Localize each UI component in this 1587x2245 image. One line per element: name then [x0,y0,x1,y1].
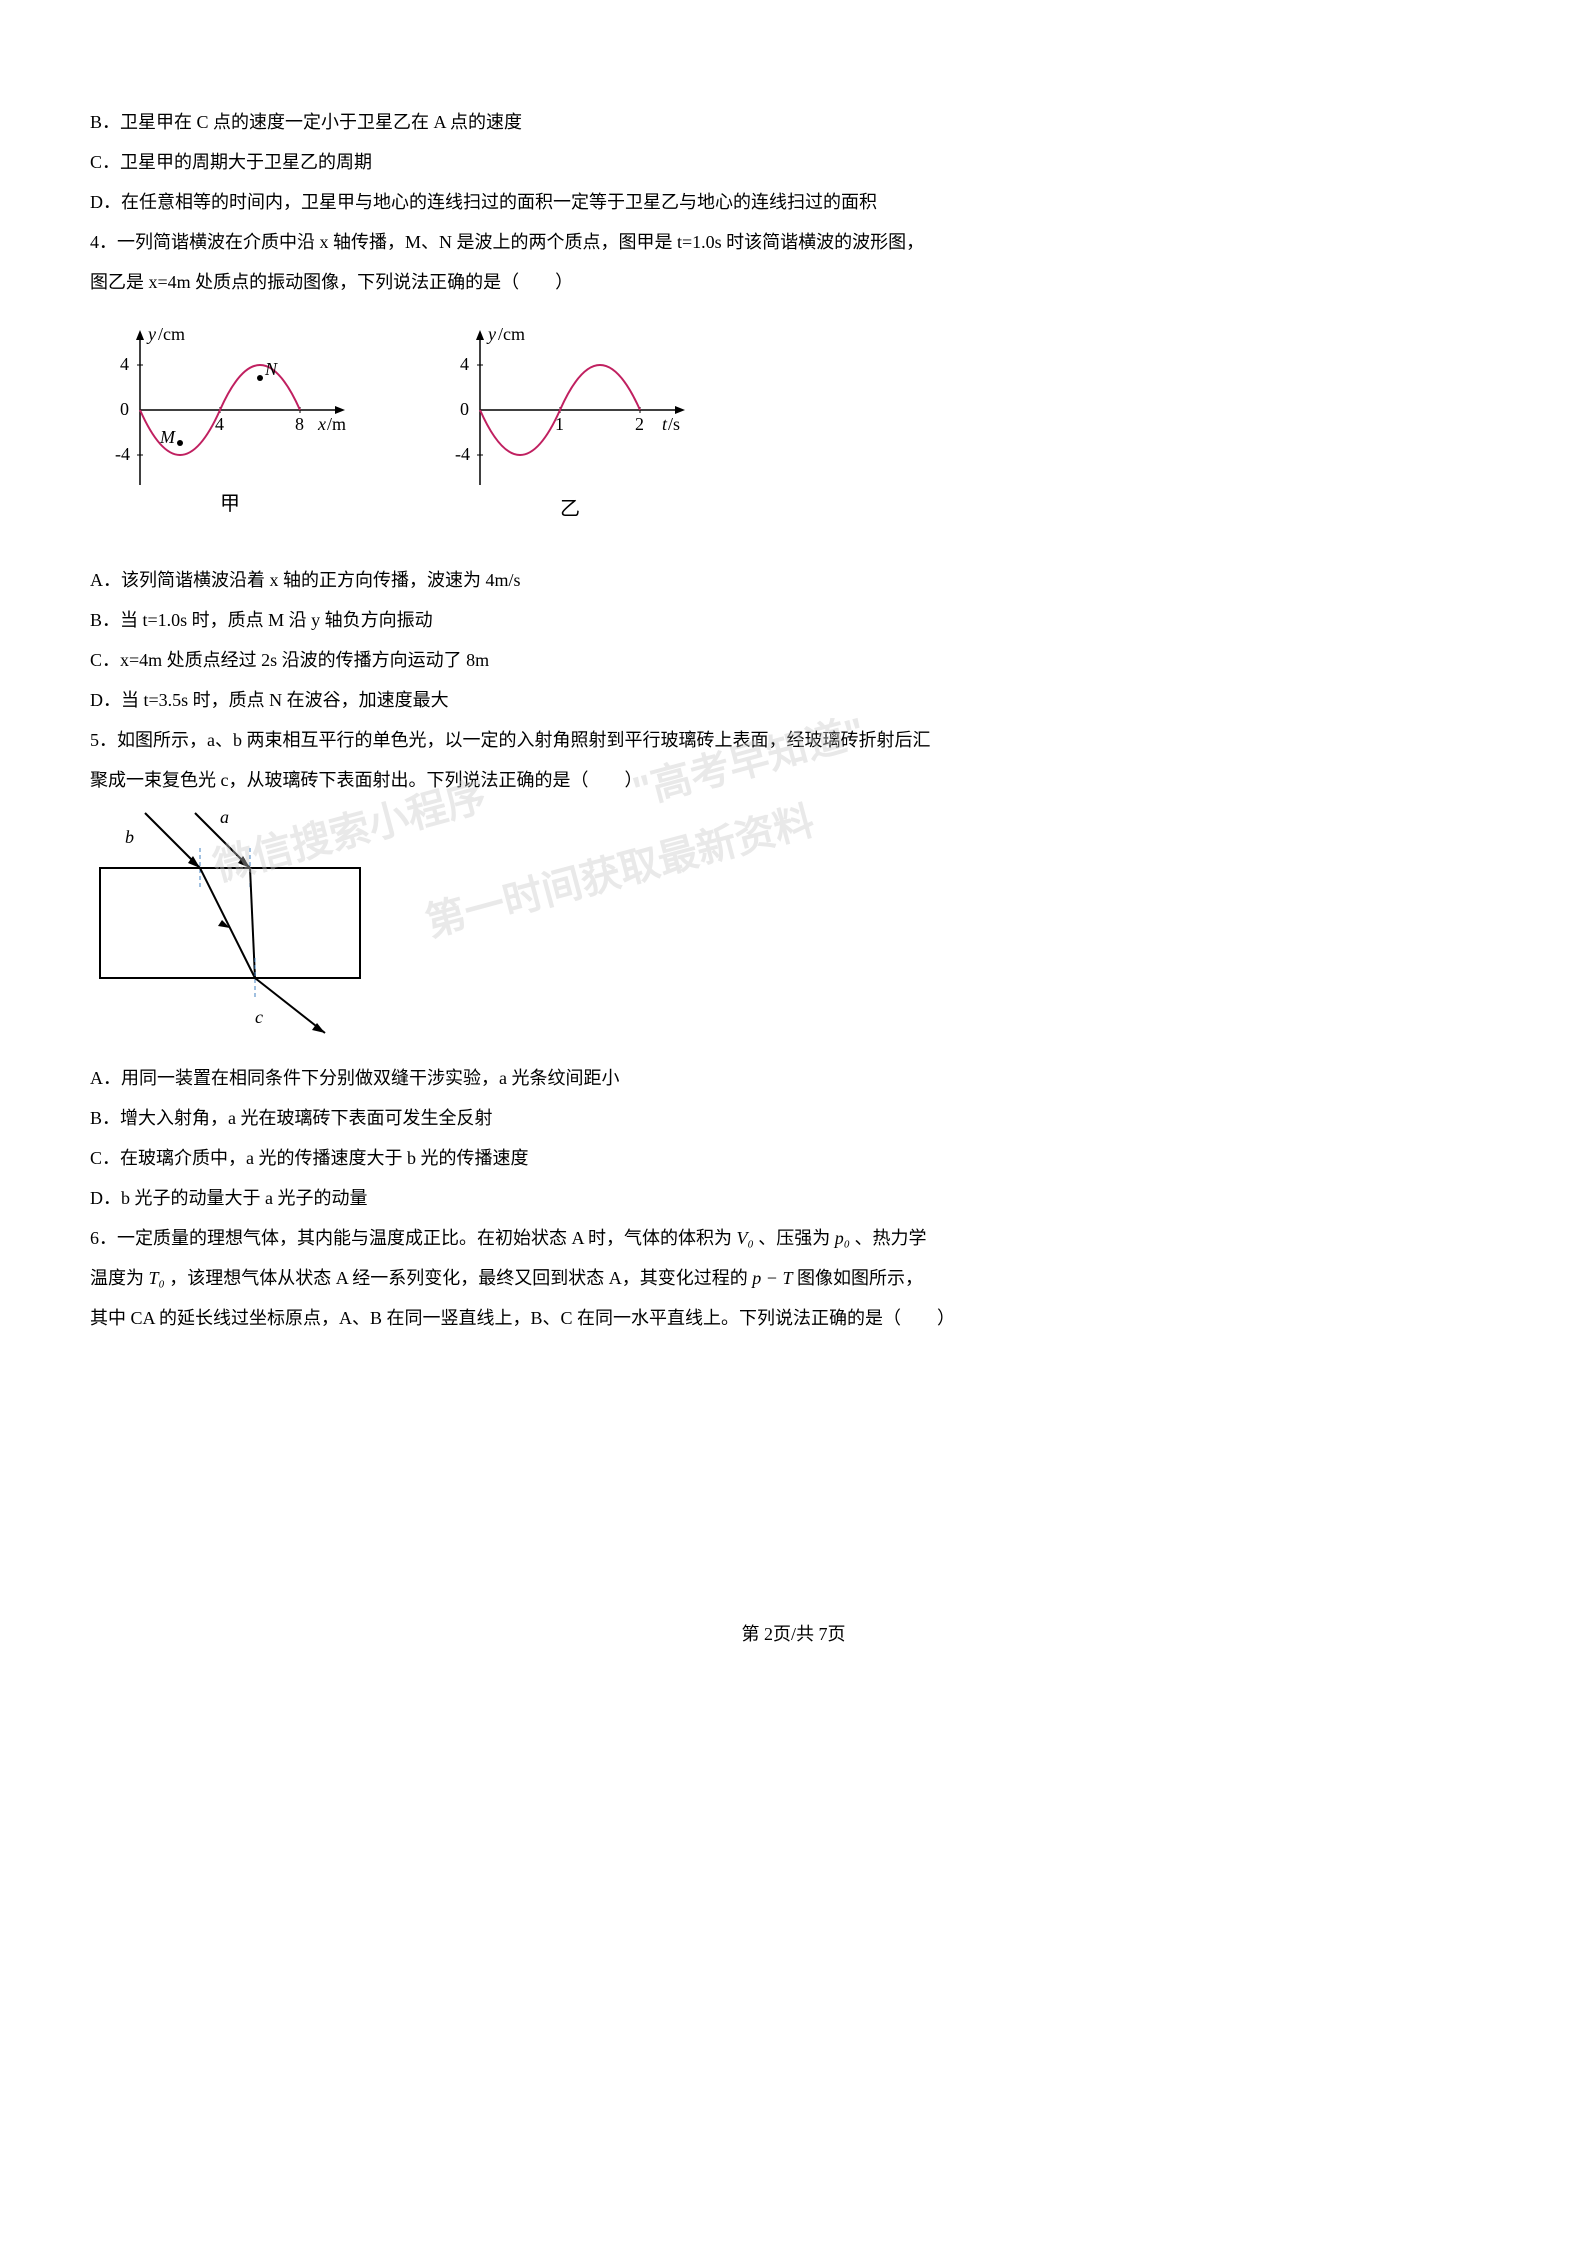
option-text: C．卫星甲的周期大于卫星乙的周期 [90,152,372,172]
svg-text:y: y [486,324,496,344]
wave-chart-2: 4 0 -4 1 2 y /cm t /s 乙 [430,315,710,535]
question-text: 5．如图所示，a、b 两束相互平行的单色光，以一定的入射角照射到平行玻璃砖上表面… [90,730,931,750]
option-text: A．该列简谐横波沿着 x 轴的正方向传播，波速为 4m/s [90,570,521,590]
q6-text: 温度为 [90,1268,144,1288]
q5-option-A: A．用同一装置在相同条件下分别做双缝干涉实验，a 光条纹间距小 [90,1060,1497,1096]
question-4-stem: 4．一列简谐横波在介质中沿 x 轴传播，M、N 是波上的两个质点，图甲是 t=1… [90,224,1497,260]
question-text: 聚成一束复色光 c，从玻璃砖下表面射出。下列说法正确的是（ ） [90,770,643,790]
svg-text:4: 4 [460,354,469,374]
svg-text:0: 0 [460,399,469,419]
svg-text:/cm: /cm [158,324,185,344]
option-text: B．增大入射角，a 光在玻璃砖下表面可发生全反射 [90,1108,493,1128]
q4-option-C: C．x=4m 处质点经过 2s 沿波的传播方向运动了 8m [90,642,1497,678]
refraction-svg: a b c [90,808,390,1038]
option-text: D．在任意相等的时间内，卫星甲与地心的连线扫过的面积一定等于卫星乙与地心的连线扫… [90,192,877,212]
option-text: B．当 t=1.0s 时，质点 M 沿 y 轴负方向振动 [90,610,433,630]
svg-text:N: N [264,359,278,379]
question-6-stem3: 其中 CA 的延长线过坐标原点，A、B 在同一竖直线上，B、C 在同一水平直线上… [90,1300,1497,1336]
page-footer: 第 2页/共 7页 [90,1616,1497,1652]
q4-option-B: B．当 t=1.0s 时，质点 M 沿 y 轴负方向振动 [90,602,1497,638]
option-D-top: D．在任意相等的时间内，卫星甲与地心的连线扫过的面积一定等于卫星乙与地心的连线扫… [90,184,1497,220]
svg-text:0: 0 [120,399,129,419]
svg-text:4: 4 [120,354,129,374]
option-text: D．b 光子的动量大于 a 光子的动量 [90,1188,368,1208]
option-text: A．用同一装置在相同条件下分别做双缝干涉实验，a 光条纹间距小 [90,1068,620,1088]
q4-option-A: A．该列简谐横波沿着 x 轴的正方向传播，波速为 4m/s [90,562,1497,598]
svg-text:-4: -4 [115,444,130,464]
q6-p0: p₀ [835,1228,850,1248]
question-4-stem2: 图乙是 x=4m 处质点的振动图像，下列说法正确的是（ ） [90,264,1497,300]
q5-option-D: D．b 光子的动量大于 a 光子的动量 [90,1180,1497,1216]
question-text: 图乙是 x=4m 处质点的振动图像，下列说法正确的是（ ） [90,272,573,292]
svg-text:-4: -4 [455,444,470,464]
svg-text:/m: /m [327,414,346,434]
svg-text:8: 8 [295,414,304,434]
q6-text: 、压强为 [758,1228,830,1248]
svg-text:乙: 乙 [560,498,580,520]
option-text: C．x=4m 处质点经过 2s 沿波的传播方向运动了 8m [90,650,489,670]
chart-yi: 4 0 -4 1 2 y /cm t /s 乙 [430,315,710,547]
svg-text:M: M [159,427,176,447]
svg-text:y: y [146,324,156,344]
svg-text:x: x [317,414,326,434]
svg-text:c: c [255,1007,263,1027]
svg-text:a: a [220,808,229,827]
option-text: C．在玻璃介质中，a 光的传播速度大于 b 光的传播速度 [90,1148,529,1168]
q6-text: 6．一定质量的理想气体，其内能与温度成正比。在初始状态 A 时，气体的体积为 [90,1228,732,1248]
q4-option-D: D．当 t=3.5s 时，质点 N 在波谷，加速度最大 [90,682,1497,718]
svg-text:甲: 甲 [220,493,240,515]
question-5-stem: 5．如图所示，a、b 两束相互平行的单色光，以一定的入射角照射到平行玻璃砖上表面… [90,722,1497,758]
svg-text:/s: /s [668,414,680,434]
svg-text:/cm: /cm [498,324,525,344]
option-text: B．卫星甲在 C 点的速度一定小于卫星乙在 A 点的速度 [90,112,522,132]
q6-text: 、热力学 [855,1228,927,1248]
question-6-stem2: 温度为 T₀ ，该理想气体从状态 A 经一系列变化，最终又回到状态 A，其变化过… [90,1260,1497,1296]
question-6-stem: 6．一定质量的理想气体，其内能与温度成正比。在初始状态 A 时，气体的体积为 V… [90,1220,1497,1256]
chart-jia: 4 0 -4 4 8 y /cm x /m M N [90,315,370,547]
question-5-stem2: 聚成一束复色光 c，从玻璃砖下表面射出。下列说法正确的是（ ） [90,762,1497,798]
option-text: D．当 t=3.5s 时，质点 N 在波谷，加速度最大 [90,690,449,710]
q6-text: ，该理想气体从状态 A 经一系列变化，最终又回到状态 A，其变化过程的 [169,1268,748,1288]
option-C-top: C．卫星甲的周期大于卫星乙的周期 [90,144,1497,180]
q6-V0: V₀ [737,1228,754,1248]
svg-text:2: 2 [635,414,644,434]
q6-T0: T₀ [149,1268,165,1288]
q6-pT: p − T [752,1268,792,1288]
footer-text: 第 2页/共 7页 [741,1624,845,1644]
q6-text: 图像如图所示， [797,1268,923,1288]
wave-chart-1: 4 0 -4 4 8 y /cm x /m M N [90,315,370,535]
wave-charts: 4 0 -4 4 8 y /cm x /m M N [90,315,1497,547]
q5-option-C: C．在玻璃介质中，a 光的传播速度大于 b 光的传播速度 [90,1140,1497,1176]
refraction-diagram: a b c [90,808,1497,1050]
q5-option-B: B．增大入射角，a 光在玻璃砖下表面可发生全反射 [90,1100,1497,1136]
q6-text: 其中 CA 的延长线过坐标原点，A、B 在同一竖直线上，B、C 在同一水平直线上… [90,1308,955,1328]
question-text: 4．一列简谐横波在介质中沿 x 轴传播，M、N 是波上的两个质点，图甲是 t=1… [90,232,924,252]
page-content: B．卫星甲在 C 点的速度一定小于卫星乙在 A 点的速度 C．卫星甲的周期大于卫… [90,104,1497,1652]
option-B-top: B．卫星甲在 C 点的速度一定小于卫星乙在 A 点的速度 [90,104,1497,140]
svg-text:b: b [125,827,134,847]
